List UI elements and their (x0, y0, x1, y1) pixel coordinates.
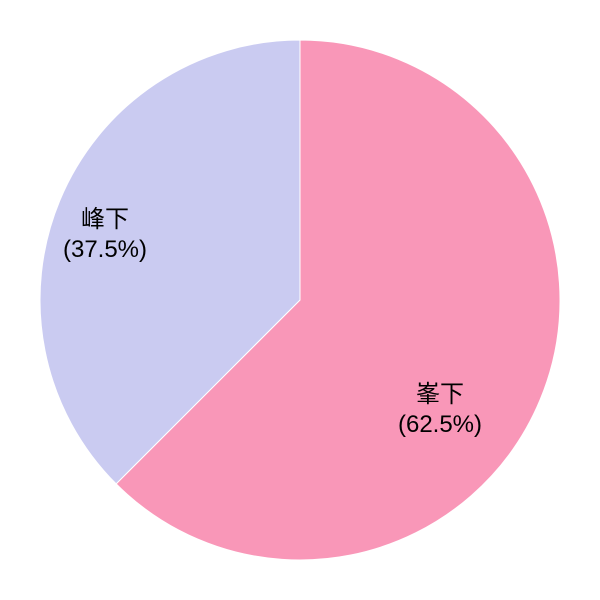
slice-name: 峯下 (398, 380, 482, 410)
slice-percent: (37.5%) (63, 235, 147, 265)
slice-name: 峰下 (63, 205, 147, 235)
slice-label-1: 峰下(37.5%) (63, 205, 147, 265)
slice-label-0: 峯下(62.5%) (398, 380, 482, 440)
slice-percent: (62.5%) (398, 410, 482, 440)
pie-svg (0, 0, 600, 600)
pie-chart: 峯下(62.5%) 峰下(37.5%) (0, 0, 600, 600)
